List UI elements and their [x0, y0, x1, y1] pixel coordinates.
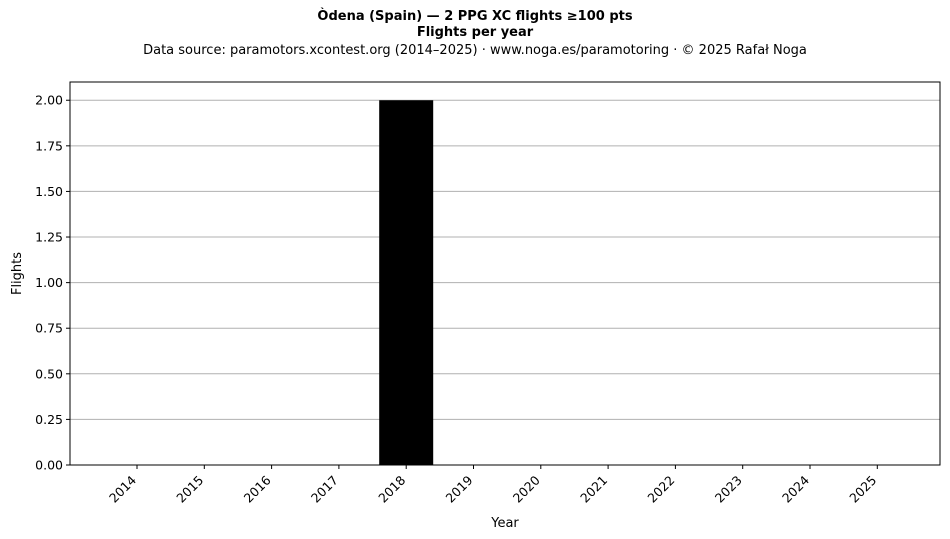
- x-tick-label: 2019: [443, 472, 476, 505]
- x-tick-label: 2022: [644, 473, 677, 506]
- y-tick-label: 2.00: [35, 93, 63, 108]
- plot-frame: [69, 81, 941, 466]
- y-tick-label: 1.50: [35, 184, 63, 199]
- y-tick-label: 0.75: [35, 321, 63, 336]
- y-tick-label: 0.50: [35, 366, 63, 381]
- grid-lines: [70, 99, 940, 420]
- x-tick-label: 2017: [308, 473, 341, 506]
- chart-source-note: Data source: paramotors.xcontest.org (20…: [143, 43, 807, 58]
- y-tick-label: 1.00: [35, 275, 63, 290]
- x-tick-label: 2016: [241, 472, 274, 505]
- x-tick-label: 2025: [846, 473, 879, 506]
- bars: [379, 100, 434, 465]
- y-tick-label: 1.75: [35, 138, 63, 153]
- y-tick-label: 0.25: [35, 412, 63, 427]
- x-tick-label: 2021: [577, 473, 610, 506]
- chart-title: Òdena (Spain) — 2 PPG XC flights ≥100 pt…: [317, 9, 633, 24]
- x-tick-label: 2024: [779, 472, 812, 505]
- chart-subtitle: Flights per year: [416, 25, 534, 40]
- x-axis: 2014 2015 2016 2017 2018 2019 2020 2021 2022 2023…: [106, 465, 879, 506]
- x-tick-label: 2018: [375, 472, 408, 505]
- y-axis: 0.00 0.25 0.50 0.75 1.00 1.25 1.50 1.75 2.00: [35, 93, 70, 473]
- x-tick-label: 2023: [712, 473, 745, 506]
- x-tick-label: 2014: [106, 472, 139, 505]
- bar-2018: [379, 100, 434, 465]
- x-axis-label: Year: [490, 516, 519, 531]
- chart-title-block: Òdena (Spain) — 2 PPG XC flights ≥100 pt…: [0, 9, 950, 60]
- y-tick-label: 0.00: [35, 458, 63, 473]
- x-tick-label: 2020: [510, 472, 543, 505]
- y-tick-label: 1.25: [35, 230, 63, 245]
- x-tick-label: 2015: [173, 473, 206, 506]
- y-axis-label: Flights: [10, 252, 25, 295]
